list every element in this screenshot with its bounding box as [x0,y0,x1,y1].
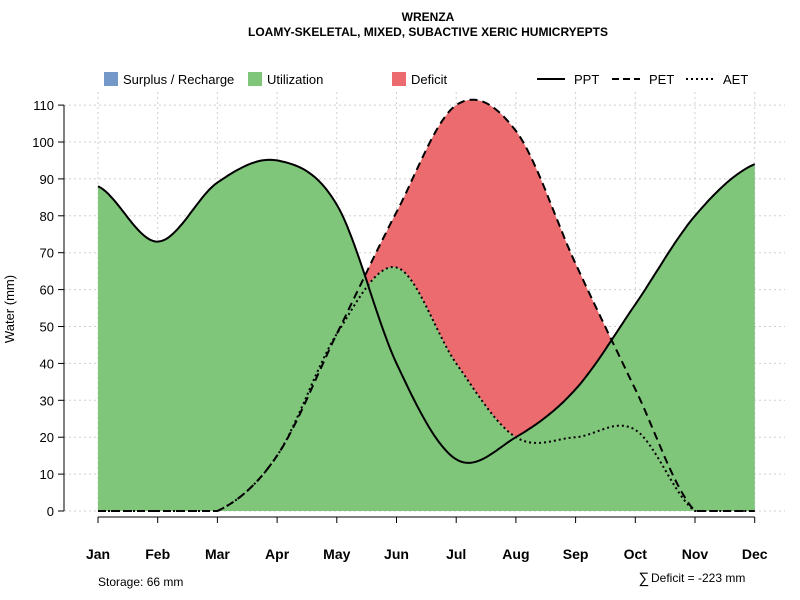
legend-label: Deficit [411,72,448,87]
x-tick-label: Nov [682,546,709,562]
y-tick-label: 60 [40,283,54,298]
x-tick-label: Oct [624,546,648,562]
legend-label: AET [723,72,748,87]
legend-label: Surplus / Recharge [123,72,234,87]
x-tick-label: Aug [502,546,529,562]
y-tick-label: 70 [40,246,54,261]
x-tick-label: Jan [86,546,110,562]
line-aet [98,266,755,512]
axes: 0 10 20 30 40 50 60 70 80 90 100 110 Jan Feb Mar Apr May… [32,98,767,562]
legend-swatch [104,72,118,86]
x-tick-label: Jul [446,546,466,562]
deficit-annotation: Deficit = -223 mm [651,571,745,585]
x-tick-label: Jun [384,546,409,562]
y-tick-label: 30 [40,393,54,408]
x-tick-label: Apr [265,546,290,562]
y-tick-label: 10 [40,467,54,482]
plot-areas [98,99,755,512]
x-tick-label: May [323,546,350,562]
y-tick-label: 20 [40,430,54,445]
y-tick-label: 90 [40,172,54,187]
legend-swatch [248,72,262,86]
y-axis-label: Water (mm) [2,275,17,343]
line-ppt [97,158,756,464]
line-pet [98,98,755,512]
x-tick-label: Dec [742,546,768,562]
utilization-area [98,159,755,512]
y-tick-label: 100 [32,135,54,150]
legend-label: Utilization [267,72,323,87]
legend-swatch [392,72,406,86]
y-tick-label: 0 [47,504,54,519]
deficit-sum-icon: ∑ [639,570,650,587]
x-tick-label: Feb [145,546,170,562]
utilization-base-area [98,287,755,511]
x-tick-label: Mar [205,546,230,562]
y-tick-label: 40 [40,356,54,371]
y-tick-label: 110 [33,98,54,113]
chart-subtitle: LOAMY-SKELETAL, MIXED, SUBACTIVE XERIC H… [248,25,608,39]
x-tick-label: Sep [563,546,589,562]
chart-title: WRENZA [402,10,455,24]
legend-label: PPT [574,72,599,87]
legend-label: PET [649,72,674,87]
y-tick-label: 80 [40,209,54,224]
legend: Surplus / Recharge Utilization Deficit PPT P… [104,72,748,87]
plot-lines [97,98,756,512]
storage-annotation: Storage: 66 mm [98,575,183,589]
y-tick-label: 50 [40,320,54,335]
